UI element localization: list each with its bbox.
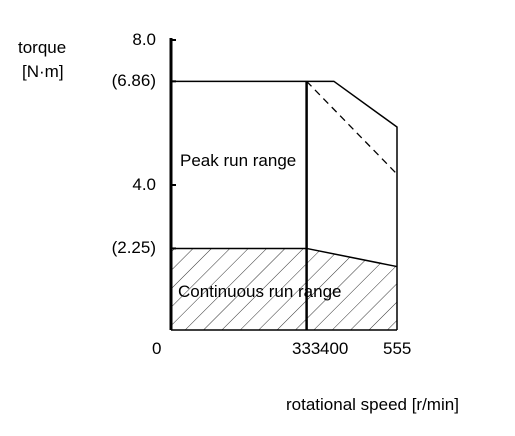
series-label-peak: Peak run range — [180, 151, 297, 170]
x-axis-label: rotational speed [r/min] — [286, 395, 459, 414]
y-axis-label-line1: torque — [18, 38, 67, 57]
y-tick-label: (6.86) — [111, 71, 156, 90]
peak-run-dashed-boundary — [306, 80, 398, 175]
x-tick-label: 555 — [383, 339, 412, 358]
continuous-run-area — [171, 248, 397, 330]
x-tick-label: 400 — [320, 339, 349, 358]
series-label-continuous: Continuous run range — [178, 282, 342, 301]
y-axis-label-line2: [N·m] — [22, 62, 64, 81]
y-tick-label: (2.25) — [111, 238, 156, 257]
x-tick-label: 0 — [152, 339, 162, 358]
y-tick-label: 4.0 — [132, 175, 156, 194]
y-tick-label: 8.0 — [132, 30, 156, 49]
x-tick-label: 333 — [292, 339, 321, 358]
peak-run-boundary — [171, 80, 398, 330]
